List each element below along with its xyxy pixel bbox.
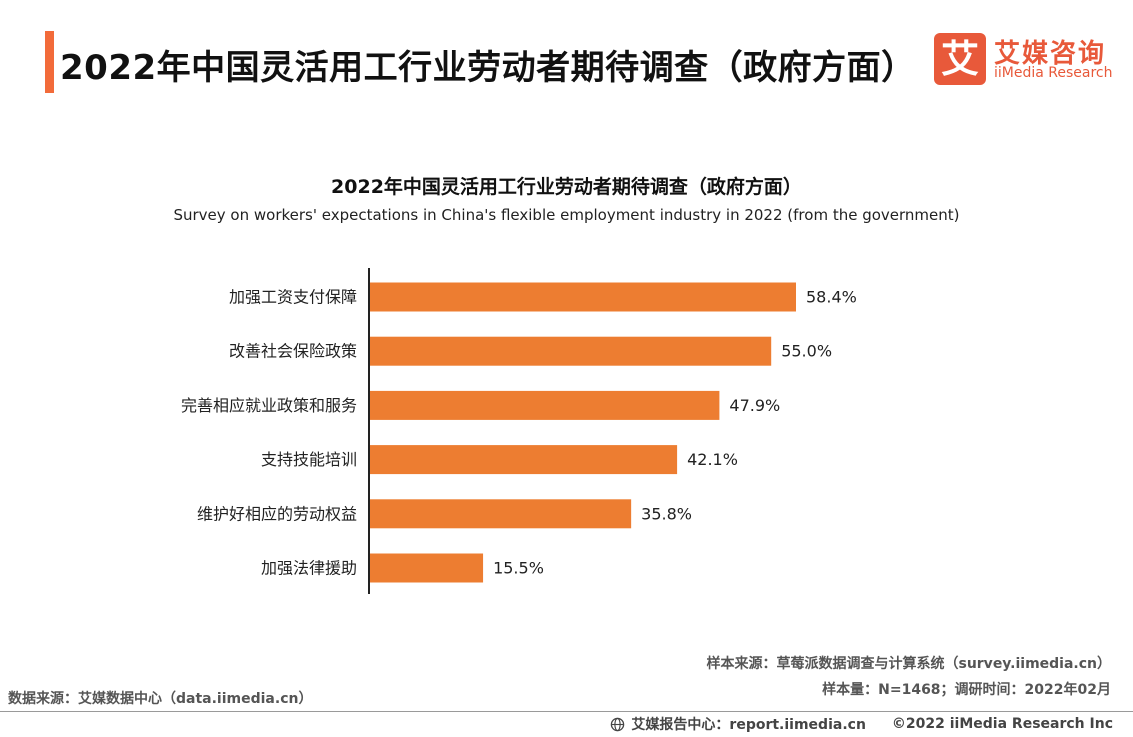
logo-mark: 艾	[934, 33, 986, 85]
sample-size-note: 样本量：N=1468；调研时间：2022年02月	[822, 682, 1111, 698]
value-label: 47.9%	[729, 396, 780, 415]
category-label: 维护好相应的劳动权益	[197, 504, 357, 523]
globe-icon	[611, 717, 625, 731]
footer: 艾媒报告中心：report.iimedia.cn ©2022 iiMedia R…	[610, 714, 1113, 734]
chart-title: 2022年中国灵活用工行业劳动者期待调查（政府方面）	[331, 176, 802, 198]
value-label: 35.8%	[641, 504, 692, 523]
footer-divider	[0, 711, 1133, 712]
logo-name-cn: 艾媒咨询	[994, 39, 1107, 69]
category-label: 加强法律援助	[261, 559, 357, 578]
data-source-note: 数据来源：艾媒数据中心（data.iimedia.cn）	[8, 691, 313, 707]
bar	[370, 282, 796, 312]
bar	[370, 336, 772, 366]
iimedia-logo: 艾 艾媒咨询 iiMedia Research	[934, 33, 1124, 85]
footer-report-center[interactable]: 艾媒报告中心：report.iimedia.cn	[631, 717, 866, 733]
category-label: 完善相应就业政策和服务	[181, 396, 357, 415]
bar	[370, 499, 632, 529]
bar	[370, 553, 484, 583]
footer-copyright: ©2022 iiMedia Research Inc	[891, 716, 1113, 732]
value-label: 55.0%	[781, 342, 832, 361]
chart-subtitle: Survey on workers' expectations in China…	[173, 206, 960, 224]
page-title: 2022年中国灵活用工行业劳动者期待调查（政府方面）	[60, 48, 916, 88]
category-label: 改善社会保险政策	[229, 342, 357, 361]
category-label: 加强工资支付保障	[229, 288, 357, 307]
bar	[370, 445, 678, 475]
value-label: 58.4%	[806, 288, 857, 307]
sample-source-note: 样本来源：草莓派数据调查与计算系统（survey.iimedia.cn）	[706, 656, 1111, 672]
value-label: 15.5%	[493, 559, 544, 578]
bar	[370, 390, 720, 420]
title-accent-bar	[45, 31, 54, 93]
value-label: 42.1%	[687, 450, 738, 469]
logo-name-en: iiMedia Research	[994, 65, 1113, 81]
category-label: 支持技能培训	[261, 450, 357, 469]
